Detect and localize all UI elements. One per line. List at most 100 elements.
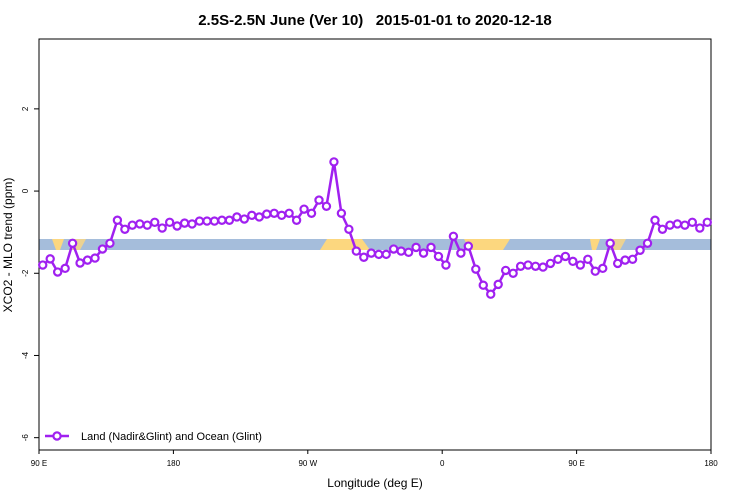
point (568, 256, 578, 267)
point (179, 218, 190, 228)
point (321, 201, 332, 211)
x-tick-label: 0 (440, 459, 445, 468)
point (627, 254, 638, 264)
point (284, 208, 294, 218)
legend-marker (52, 431, 62, 441)
point (269, 208, 279, 218)
point (388, 244, 399, 254)
point (672, 219, 683, 229)
point (560, 251, 571, 262)
land-patch (320, 239, 370, 250)
line (41, 161, 709, 297)
point (224, 215, 235, 225)
point (351, 246, 362, 256)
point (172, 221, 182, 231)
point (90, 253, 100, 263)
point (112, 215, 123, 225)
point (545, 258, 556, 269)
point (120, 224, 130, 234)
point (276, 210, 287, 221)
point (60, 263, 70, 274)
point (164, 217, 175, 228)
point (687, 217, 698, 228)
point (262, 209, 272, 219)
y-axis-label: XCO2 - MLO trend (ppm) (1, 178, 15, 313)
point (299, 204, 309, 214)
point (45, 254, 55, 264)
point (374, 249, 384, 260)
point (612, 258, 623, 269)
point (642, 238, 653, 248)
point (598, 263, 608, 274)
land-patch (52, 239, 64, 250)
point (418, 248, 429, 258)
land-patch (590, 239, 600, 250)
point (97, 244, 108, 254)
legend: Land (Nadir&Glint) and Ocean (Glint) (45, 431, 262, 443)
x-tick-label: 180 (167, 459, 181, 468)
y-tick-label: 0 (21, 188, 30, 193)
point (239, 214, 250, 224)
land-patch (464, 239, 510, 250)
point (463, 241, 474, 251)
point (411, 242, 421, 253)
point (291, 215, 302, 225)
point (217, 215, 227, 225)
point (508, 268, 518, 278)
point (426, 242, 436, 253)
point (366, 248, 376, 258)
point (403, 247, 414, 258)
point (254, 212, 264, 222)
chart-title: 2.5S-2.5N June (Ver 10) 2015-01-01 to 20… (198, 12, 552, 29)
point (135, 219, 145, 229)
point (142, 220, 152, 230)
point (329, 157, 339, 167)
point (538, 262, 548, 272)
point (202, 216, 212, 226)
point (247, 210, 257, 221)
point (665, 220, 675, 230)
point (650, 215, 660, 225)
legend-label: Land (Nadir&Glint) and Ocean (Glint) (81, 431, 262, 443)
point (75, 258, 85, 268)
land-ocean-band (39, 239, 711, 250)
point (456, 248, 466, 258)
y-tick-label: 2 (21, 106, 30, 111)
point (314, 195, 324, 205)
plot-frame (38, 38, 712, 451)
point (82, 255, 93, 265)
point (680, 220, 690, 230)
point (344, 224, 354, 234)
ocean-band (39, 239, 711, 250)
point (187, 219, 197, 229)
point (500, 265, 511, 276)
x-axis-label: Longitude (deg E) (327, 476, 422, 490)
point (52, 267, 63, 277)
point (553, 254, 563, 264)
point (232, 212, 242, 222)
point (657, 224, 668, 234)
point (620, 255, 630, 265)
point (478, 280, 488, 290)
x-tick-label: 90 E (31, 459, 47, 468)
point (105, 238, 115, 248)
point (575, 260, 586, 270)
point (448, 231, 459, 241)
point (583, 254, 593, 264)
point (523, 260, 533, 270)
x-tick-label: 90 E (568, 459, 584, 468)
point (486, 289, 496, 299)
point (433, 251, 444, 262)
point (590, 266, 600, 276)
point (635, 245, 645, 255)
point (38, 260, 48, 270)
point (306, 208, 317, 218)
point (381, 249, 391, 260)
y-tick-label: -4 (21, 351, 30, 359)
y-tick-label: -6 (21, 434, 30, 442)
y-tick-label: -2 (21, 269, 30, 277)
point (702, 217, 712, 228)
point (194, 216, 205, 226)
point (336, 208, 347, 218)
